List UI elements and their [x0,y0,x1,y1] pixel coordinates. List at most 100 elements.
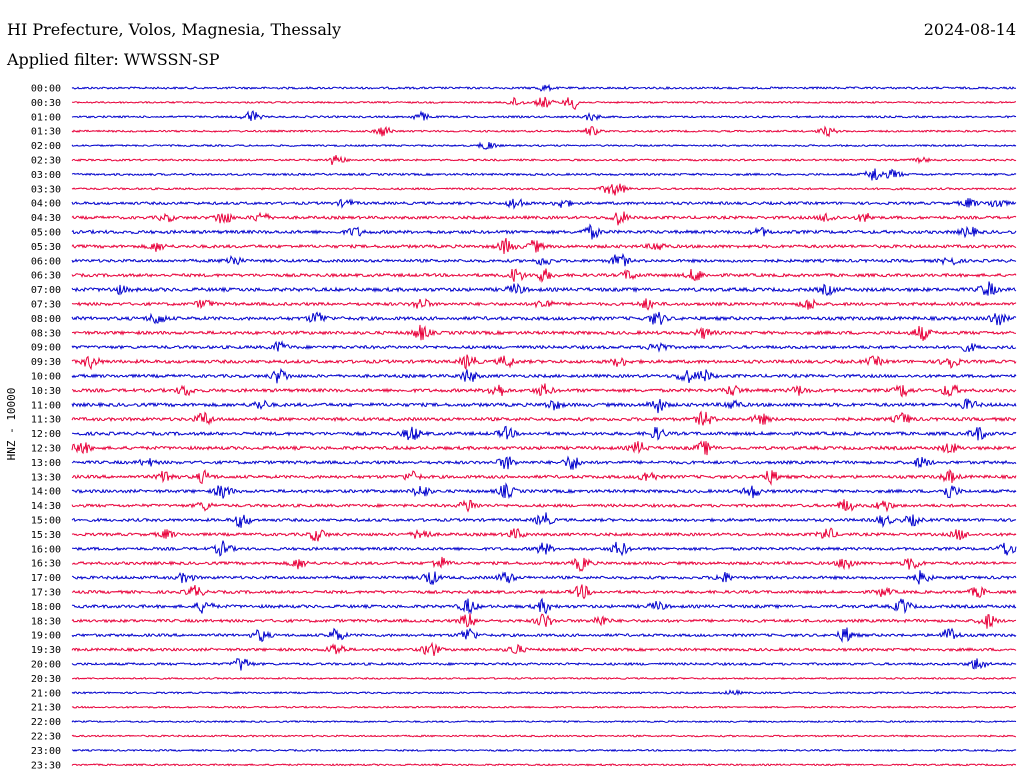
trace-row [71,689,1017,696]
trace-row [71,705,1016,709]
row-tick-label: 12:30 [31,444,61,455]
row-tick-label: 17:30 [31,588,61,599]
filter-label: Applied filter: WWSSN-SP [7,50,220,69]
row-tick-label: 04:00 [31,199,61,210]
trace-row [71,324,1017,342]
trace-row [71,141,1017,150]
trace-row [71,719,1017,724]
trace-row [71,110,1017,122]
row-tick-labels: 00:00 00:30 01:00 01:30 02:00 02:30 03:00 03:30… [31,84,61,772]
trace-row [71,223,1017,240]
row-tick-label: 19:00 [31,631,61,642]
row-tick-label: 12:00 [31,429,61,440]
row-tick-label: 11:00 [31,400,61,411]
y-axis-label: HNZ - 10000 [5,388,18,461]
row-tick-label: 03:30 [31,184,61,195]
trace-row [71,627,1017,644]
row-tick-label: 11:30 [31,415,61,426]
trace-row [71,613,1017,629]
row-tick-label: 04:30 [31,213,61,224]
row-tick-label: 05:00 [31,228,61,239]
trace-row [71,597,1017,615]
trace-row [71,125,1017,138]
row-tick-label: 13:30 [31,472,61,483]
row-tick-label: 06:30 [31,271,61,282]
row-tick-label: 17:00 [31,573,61,584]
row-tick-label: 21:30 [31,703,61,714]
trace-row [71,763,1016,767]
trace-row [71,410,1017,426]
trace-row [71,154,1017,166]
row-tick-label: 09:00 [31,343,61,354]
row-tick-label: 20:30 [31,674,61,685]
row-tick-label: 13:00 [31,458,61,469]
trace-row [71,340,1017,353]
trace-row [71,468,1017,486]
row-tick-label: 02:00 [31,141,61,152]
trace-row [71,198,1017,210]
row-tick-label: 22:00 [31,717,61,728]
row-tick-label: 09:30 [31,357,61,368]
row-tick-label: 19:30 [31,645,61,656]
trace-row [71,641,1017,656]
trace-row [71,748,1017,753]
trace-row [71,584,1017,600]
trace-row [71,570,1017,586]
trace-row [71,252,1017,267]
row-tick-label: 18:00 [31,602,61,613]
trace-row [71,512,1017,528]
trace-row [71,96,1016,111]
seismic-traces [71,83,1017,767]
trace-row [71,658,1017,671]
trace-row [71,676,1017,681]
trace-row [71,168,1017,181]
row-tick-label: 15:00 [31,516,61,527]
trace-row [71,311,1017,326]
row-tick-label: 16:30 [31,559,61,570]
trace-row [71,440,1017,456]
row-tick-label: 01:30 [31,127,61,138]
trace-row [71,499,1017,513]
row-tick-label: 07:00 [31,285,61,296]
station-title: HI Prefecture, Volos, Magnesia, Thessaly [7,20,342,39]
trace-row [71,556,1017,572]
row-tick-label: 08:00 [31,314,61,325]
row-tick-label: 21:00 [31,688,61,699]
trace-row [71,237,1017,254]
row-tick-label: 20:00 [31,660,61,671]
trace-row [71,367,1017,384]
row-tick-label: 14:30 [31,501,61,512]
row-tick-label: 01:00 [31,112,61,123]
trace-row [71,281,1017,297]
row-tick-label: 10:30 [31,386,61,397]
trace-row [71,354,1017,371]
trace-row [72,540,1017,557]
trace-row [71,183,1017,196]
trace-row [71,527,1017,542]
row-tick-label: 18:30 [31,616,61,627]
row-tick-label: 10:00 [31,372,61,383]
row-tick-label: 02:30 [31,156,61,167]
row-tick-label: 03:00 [31,170,61,181]
row-tick-label: 14:00 [31,487,61,498]
row-tick-label: 22:30 [31,732,61,743]
row-tick-label: 05:30 [31,242,61,253]
trace-row [71,425,1017,441]
row-tick-label: 15:30 [31,530,61,541]
trace-row [71,482,1017,499]
trace-row [71,211,1017,226]
trace-row [71,383,1017,398]
trace-row [71,83,1017,92]
row-tick-label: 23:30 [31,760,61,771]
row-tick-label: 08:30 [31,328,61,339]
trace-row [71,734,1017,738]
trace-row [71,298,1017,311]
trace-row [71,398,1017,414]
row-tick-label: 00:00 [31,84,61,95]
trace-row [71,455,1017,470]
row-tick-label: 16:00 [31,544,61,555]
row-tick-label: 06:00 [31,256,61,267]
row-tick-label: 07:30 [31,300,61,311]
date-label: 2024-08-14 [923,20,1016,39]
